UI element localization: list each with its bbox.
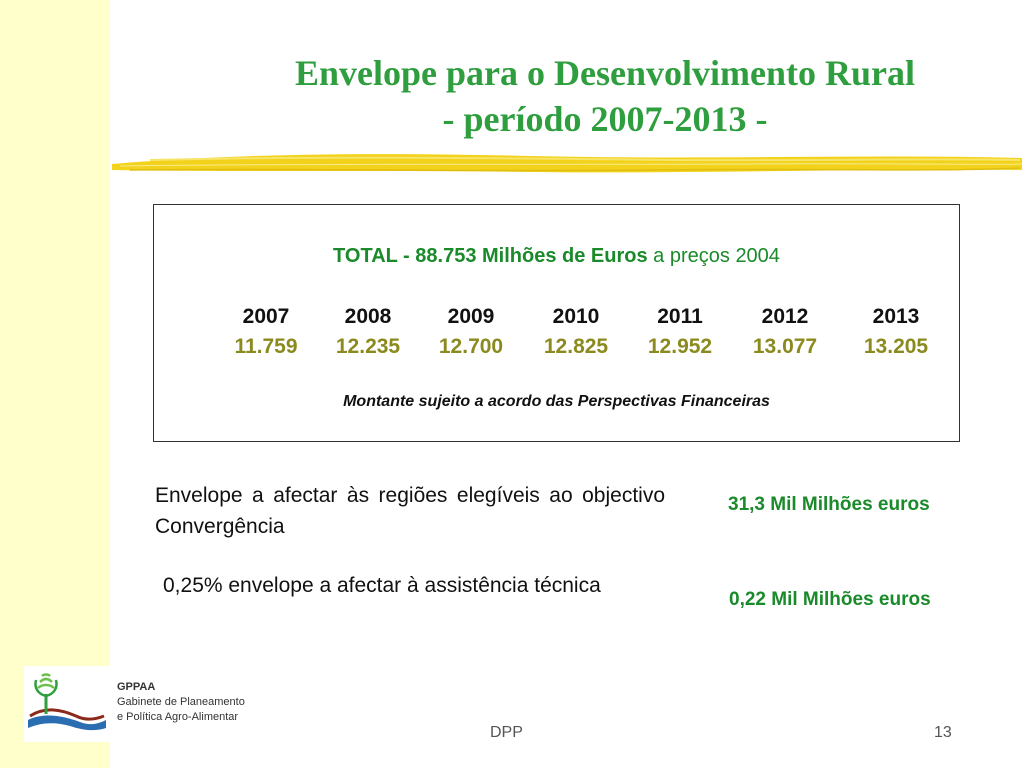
value-cell: 12.825 [543,335,609,358]
year-cell: 2009 [447,305,495,328]
value-cell: 11.759 [234,335,298,358]
values-row: 11.759 12.235 12.700 12.825 12.952 13.07… [214,332,954,362]
year-cell: 2007 [242,305,290,328]
yearly-amounts-table: 2007 2008 2009 2010 2011 2012 2013 11.75… [214,302,954,362]
year-cell: 2011 [657,305,703,328]
gppaa-logo [24,666,110,742]
total-line: TOTAL - 88.753 Milhões de Euros a preços… [154,245,959,268]
yellow-brush-stroke [112,154,1023,173]
slide-title: Envelope para o Desenvolvimento Rural - … [180,50,1024,142]
total-amount: 88.753 Milhões de Euros [415,245,648,267]
page-number: 13 [934,724,952,741]
logo-org-name: GPPAA [117,681,156,693]
logo-line-1: Gabinete de Planeamento [117,696,245,708]
title-line-2: - período 2007-2013 - [442,99,768,139]
year-cell: 2013 [872,305,920,328]
value-cell: 12.235 [335,335,401,358]
year-cell: 2008 [344,305,392,328]
value-cell: 13.077 [752,335,818,358]
value-cell: 12.952 [647,335,713,358]
summary-box: TOTAL - 88.753 Milhões de Euros a preços… [153,204,960,442]
logo-line-2: e Política Agro-Alimentar [117,711,239,723]
year-cell: 2010 [552,305,600,328]
title-line-1: Envelope para o Desenvolvimento Rural [295,53,915,93]
year-cell: 2012 [761,305,809,328]
value-cell: 12.700 [438,335,504,358]
value-cell: 13.205 [863,335,929,358]
footer-label: DPP [490,724,523,741]
total-suffix: a preços 2004 [653,245,780,267]
total-prefix: TOTAL - [333,245,410,267]
gppaa-logo-text: GPPAA Gabinete de Planeamento e Política… [117,680,245,725]
convergence-envelope-value: 31,3 Mil Milhões euros [728,494,930,515]
left-decorative-band [0,0,110,768]
financial-perspectives-note: Montante sujeito a acordo das Perspectiv… [343,393,770,410]
years-row: 2007 2008 2009 2010 2011 2012 2013 [214,302,954,332]
tree-icon [28,673,106,731]
convergence-envelope-text: Envelope a afectar às regiões elegíveis … [155,484,665,538]
technical-assistance-value: 0,22 Mil Milhões euros [729,589,931,610]
technical-assistance-text: 0,25% envelope a afectar à assistência t… [163,574,601,597]
